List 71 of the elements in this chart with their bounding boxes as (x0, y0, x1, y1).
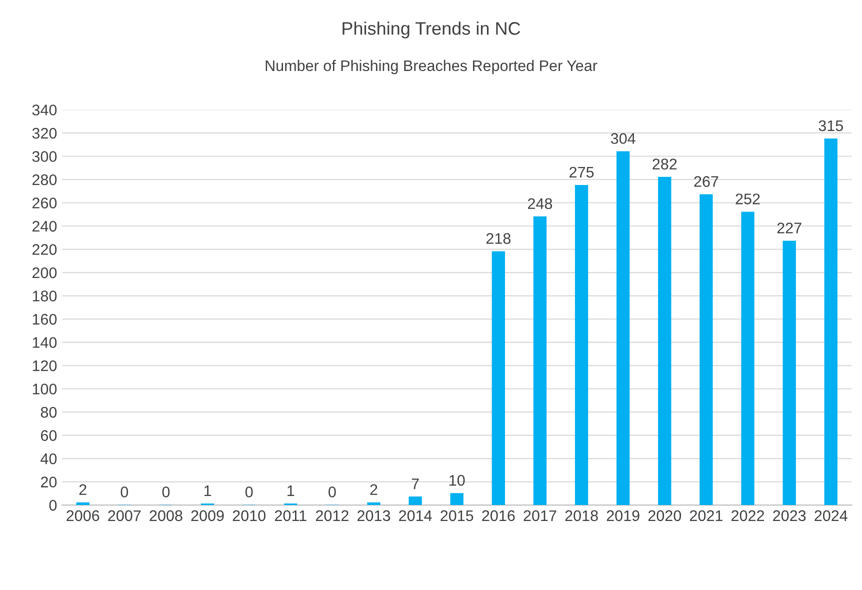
bar (700, 194, 713, 506)
data-label: 315 (818, 120, 843, 132)
bar (782, 240, 796, 506)
y-tick-label: 200 (32, 267, 57, 278)
bar (616, 151, 630, 506)
x-tick-label: 2023 (773, 510, 806, 522)
bar (574, 184, 588, 506)
y-tick-label: 160 (32, 314, 57, 325)
x-tick-label: 2010 (232, 510, 266, 522)
x-tick-label: 2011 (274, 510, 306, 522)
x-tick-label: 2016 (482, 510, 515, 522)
y-tick-label: 120 (32, 360, 57, 372)
x-tick-label: 2021 (690, 510, 722, 522)
y-tick-label: 0 (49, 500, 57, 511)
data-label: 227 (777, 222, 802, 234)
y-tick-label: 340 (32, 104, 57, 116)
x-tick-label: 2018 (565, 510, 598, 522)
x-tick-label: 2024 (814, 510, 848, 522)
data-label: 2 (79, 484, 86, 495)
y-tick-label: 140 (32, 337, 57, 348)
data-label: 218 (486, 233, 510, 244)
x-tick-label: 2020 (648, 510, 682, 522)
data-label: 304 (610, 133, 636, 144)
data-label: 2 (370, 484, 378, 495)
data-label: 0 (328, 486, 336, 498)
x-tick-label: 2015 (440, 510, 474, 522)
bar (824, 138, 838, 506)
chart-title: Phishing Trends in NC (342, 22, 520, 38)
data-label: 275 (570, 166, 594, 178)
bar (533, 216, 547, 506)
y-tick-label: 180 (32, 290, 57, 302)
bar (492, 251, 505, 506)
x-tick-label: 2008 (150, 510, 182, 522)
data-label: 0 (162, 486, 170, 498)
y-tick-label: 260 (32, 198, 57, 208)
y-tick-label: 80 (40, 406, 57, 418)
bar (450, 493, 464, 506)
x-tick-label: 2019 (606, 510, 640, 522)
data-label: 248 (528, 198, 552, 210)
x-tick-label: 2014 (399, 510, 432, 522)
data-label: 0 (245, 486, 253, 498)
x-tick-label: 2013 (358, 510, 390, 522)
data-label: 282 (652, 158, 677, 170)
bar (658, 176, 672, 506)
data-label: 1 (204, 486, 212, 496)
data-label: 252 (736, 194, 760, 204)
x-tick-label: 2009 (191, 510, 224, 522)
data-label: 1 (288, 486, 294, 496)
bar (741, 212, 754, 506)
data-label: 267 (694, 176, 718, 187)
x-tick-label: 2017 (524, 510, 556, 522)
y-tick-label: 300 (32, 151, 57, 162)
bar (367, 502, 380, 506)
x-tick-label: 2006 (66, 510, 100, 522)
data-label: 10 (450, 474, 465, 486)
y-tick-label: 240 (32, 220, 57, 232)
x-tick-label: 2022 (732, 510, 764, 522)
y-tick-label: 100 (32, 384, 57, 394)
y-tick-label: 280 (32, 174, 57, 186)
x-tick-label: 2007 (108, 510, 141, 522)
bar (408, 496, 422, 506)
y-tick-label: 20 (40, 476, 57, 488)
x-tick-label: 2012 (316, 510, 348, 522)
y-tick-label: 320 (32, 128, 57, 139)
data-label: 7 (412, 478, 419, 490)
y-tick-label: 220 (32, 244, 57, 255)
chart-subtitle: Number of Phishing Breaches Reported Per Year (266, 60, 598, 74)
bar (76, 502, 90, 506)
y-tick-label: 60 (40, 430, 57, 441)
y-tick-label: 40 (40, 453, 57, 464)
data-label: 0 (120, 486, 128, 498)
